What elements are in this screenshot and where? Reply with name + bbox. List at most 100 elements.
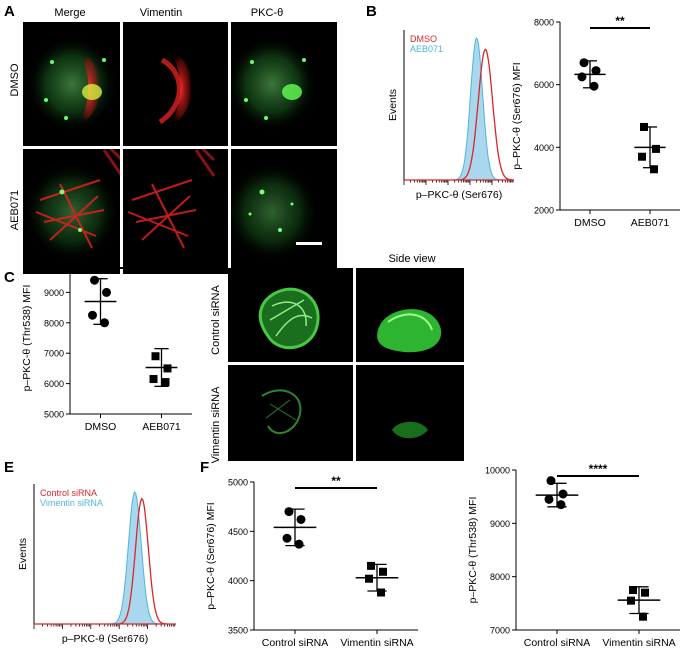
- x-tick-label: DMSO: [574, 217, 606, 229]
- y-axis-label: Events: [387, 89, 399, 121]
- y-tick-label: 10000: [485, 466, 510, 476]
- x-tick-label: Vimentin siRNA: [340, 637, 413, 649]
- panel-d-row-control: Control siRNA: [210, 284, 222, 354]
- data-point: [100, 318, 109, 328]
- data-point: [556, 500, 566, 510]
- histogram-e: p–PKC-θ (Ser676) Events Control siRNAVimen…: [17, 484, 176, 645]
- y-tick-label: 10000: [39, 258, 64, 268]
- y-tick-label: 5000: [228, 478, 248, 488]
- micrograph-d-vimentin-top: [261, 389, 302, 435]
- legend-entry: Vimentin siRNA: [40, 498, 103, 508]
- data-point: [652, 144, 660, 153]
- data-point: [294, 539, 304, 549]
- data-point: [88, 310, 97, 320]
- scatter-b: 2000 4000 6000 8000 DMSO AEB071 p–PKC-θ (Ser67…: [511, 14, 680, 229]
- micrograph-a-aeb071-vimentin: [127, 146, 216, 249]
- data-point: [163, 364, 172, 373]
- data-point: [161, 378, 170, 387]
- legend-entry: Control siRNA: [40, 488, 97, 498]
- y-tick-label: 8000: [44, 318, 64, 328]
- micrograph-d-vimentin-side: [392, 421, 428, 439]
- scatter-c: 5000 6000 7000 8000 9000 10000 DMSO AEB071 p–PKC…: [21, 254, 192, 433]
- data-point: [577, 72, 587, 82]
- panel-a-col-pkc: PKC-θ: [251, 7, 283, 19]
- data-point: [377, 588, 385, 597]
- panel-d-col-side: Side view: [388, 253, 435, 265]
- y-tick-label: 8000: [534, 18, 554, 28]
- panel-letter-b: B: [366, 3, 377, 20]
- y-axis-label: p–PKC-θ (Ser676) MFI: [205, 502, 217, 609]
- significance-label: ****: [589, 462, 608, 476]
- x-tick-label: Control siRNA: [262, 637, 329, 649]
- micrograph-grid-a: [23, 22, 337, 274]
- significance-label: **: [126, 254, 136, 268]
- data-point: [102, 287, 111, 297]
- panel-letter-c: C: [4, 269, 15, 286]
- data-point: [149, 375, 158, 384]
- micrograph-d-control-side: [377, 309, 442, 353]
- y-axis-label: p–PKC-θ (Ser676) MFI: [511, 62, 523, 169]
- micrograph-a-aeb071-pkc: [226, 164, 322, 260]
- data-point: [365, 574, 373, 583]
- panel-a-col-merge: Merge: [54, 7, 85, 19]
- panel-a-col-vimentin: Vimentin: [140, 7, 183, 19]
- panel-letter-e: E: [4, 459, 14, 476]
- scatter-f1: 3500 4000 4500 5000 Control siRNA Vimentin si…: [205, 474, 418, 649]
- y-tick-label: 2000: [534, 206, 554, 216]
- panel-d-col-top: Top view: [271, 253, 314, 265]
- panel-d-row-vimentin: Vimentin siRNA: [210, 386, 222, 463]
- data-point: [558, 489, 568, 499]
- data-point: [629, 586, 637, 594]
- legend-entry: AEB071: [410, 44, 443, 54]
- significance-label: **: [615, 14, 625, 28]
- data-point: [151, 352, 160, 361]
- data-point: [579, 58, 589, 68]
- panel-letter-f: F: [200, 459, 209, 476]
- histogram-line: [34, 497, 176, 625]
- y-tick-label: 4000: [534, 143, 554, 153]
- data-point: [639, 612, 647, 621]
- x-axis-label: p–PKC-θ (Ser676): [62, 633, 148, 645]
- y-tick-label: 6000: [534, 80, 554, 90]
- data-point: [641, 588, 649, 597]
- x-tick-label: DMSO: [85, 421, 117, 433]
- data-point: [638, 152, 646, 161]
- data-point: [640, 122, 648, 131]
- y-tick-label: 5000: [44, 410, 64, 420]
- micrograph-grid-d: [228, 268, 464, 461]
- legend-entry: DMSO: [410, 34, 437, 44]
- data-point: [379, 567, 387, 576]
- micrograph-a-dmso-pkc: [228, 38, 316, 130]
- scale-bar: [296, 242, 322, 245]
- data-point: [546, 476, 556, 486]
- panel-a-row-aeb071: AEB071: [9, 190, 21, 230]
- micrograph-d-control-top: [258, 287, 320, 350]
- y-tick-label: 8000: [490, 572, 510, 582]
- data-point: [544, 494, 554, 504]
- data-point: [367, 561, 375, 570]
- y-tick-label: 9000: [490, 519, 510, 529]
- y-tick-label: 9000: [44, 288, 64, 298]
- histogram-line: [404, 48, 515, 181]
- histogram-area: [404, 37, 514, 181]
- x-tick-label: Vimentin siRNA: [602, 637, 675, 649]
- data-point: [296, 514, 306, 524]
- y-tick-label: 6000: [44, 379, 64, 389]
- panel-a-row-dmso: DMSO: [9, 63, 21, 96]
- y-tick-label: 7000: [44, 349, 64, 359]
- y-tick-label: 3500: [228, 626, 248, 636]
- x-tick-label: Control siRNA: [524, 637, 591, 649]
- panel-letter-d: D: [200, 249, 211, 266]
- data-point: [627, 596, 635, 605]
- y-axis-label: p–PKC-θ (Thr538) MFI: [467, 497, 479, 604]
- data-point: [591, 66, 601, 76]
- data-point: [284, 507, 294, 517]
- scatter-f2: 7000 8000 9000 10000 Control siRNA Vimentin s…: [467, 462, 680, 649]
- significance-label: **: [331, 474, 341, 488]
- micrograph-a-dmso-vimentin: [158, 50, 193, 128]
- panel-letter-a: A: [4, 3, 15, 20]
- x-tick-label: AEB071: [142, 421, 181, 433]
- data-point: [589, 81, 599, 91]
